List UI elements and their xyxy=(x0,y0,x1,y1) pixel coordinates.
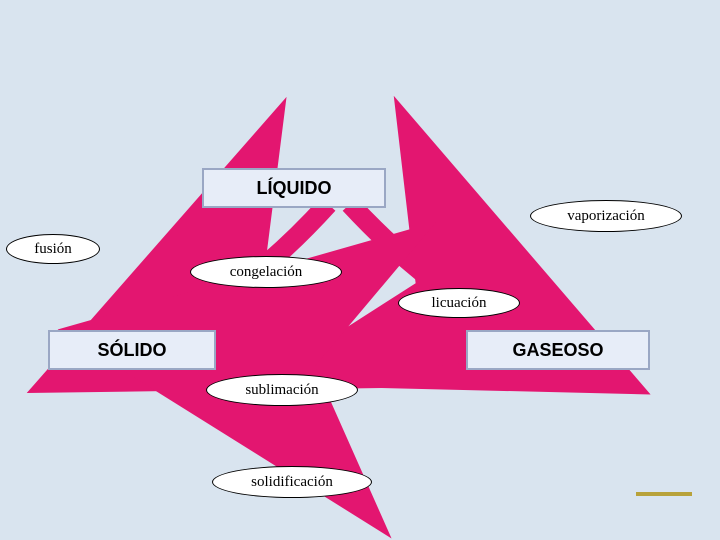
process-licuacion: licuación xyxy=(398,288,520,318)
process-fusion: fusión xyxy=(6,234,100,264)
state-liquido: LÍQUIDO xyxy=(202,168,386,208)
process-congelacion: congelación xyxy=(190,256,342,288)
process-sublimacion: sublimación xyxy=(206,374,358,406)
diagram-arrows xyxy=(0,0,720,540)
state-solido: SÓLIDO xyxy=(48,330,216,370)
state-gaseoso: GASEOSO xyxy=(466,330,650,370)
process-solidificacion: solidificación xyxy=(212,466,372,498)
process-vaporizacion: vaporización xyxy=(530,200,682,232)
footer-accent xyxy=(636,492,692,496)
